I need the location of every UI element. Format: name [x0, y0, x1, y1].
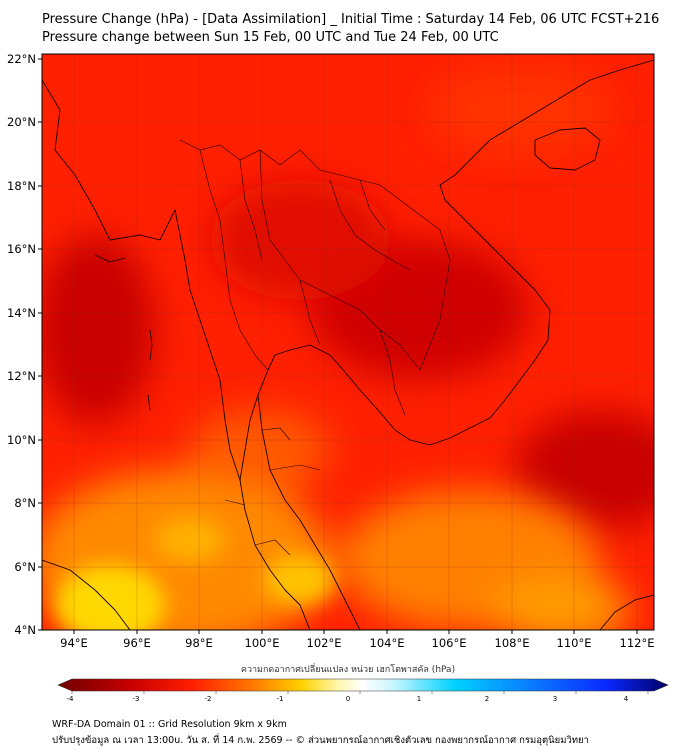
lat-tick-label: 10°N	[7, 433, 36, 447]
colorbar-ticks	[71, 691, 649, 694]
colorbar	[57, 678, 669, 692]
lon-tick-label: 94°E	[60, 636, 88, 650]
coastlines	[42, 59, 654, 630]
colorbar-label: -3	[133, 695, 140, 703]
lon-tick-label: 112°E	[620, 636, 655, 650]
colorbar-label: -2	[205, 695, 212, 703]
chart-title: Pressure Change (hPa) - [Data Assimilati…	[42, 12, 660, 27]
colorbar-label: -1	[277, 695, 284, 703]
lon-tick-label: 108°E	[495, 636, 530, 650]
country-borders	[179, 139, 451, 556]
lon-tick-label: 104°E	[370, 636, 405, 650]
lon-tick-label: 100°E	[245, 636, 280, 650]
lon-tick-label: 106°E	[432, 636, 467, 650]
lon-tick-label: 110°E	[557, 636, 592, 650]
lat-tick-label: 18°N	[7, 179, 36, 193]
colorbar-label: 4	[624, 695, 629, 703]
colorbar-title: ความกดอากาศเปลี่ยนแปลง หน่วย เฮกโตพาสคัล…	[241, 662, 455, 675]
footer-credits: ปรับปรุงข้อมูล ณ เวลา 13:00u. วัน ส. ที่…	[52, 735, 589, 746]
latitude-axis	[38, 58, 42, 631]
lat-tick-label: 6°N	[14, 560, 36, 574]
colorbar-label: -4	[67, 695, 75, 703]
colorbar-label: 0	[346, 695, 350, 703]
lat-tick-label: 8°N	[14, 496, 36, 510]
map-frame	[41, 53, 655, 631]
graticule	[42, 54, 654, 630]
lat-tick-label: 22°N	[7, 52, 36, 66]
pressure-field	[42, 54, 654, 630]
lon-tick-label: 98°E	[185, 636, 213, 650]
colorbar-label: 3	[553, 695, 557, 703]
lat-tick-label: 20°N	[7, 115, 36, 129]
lon-tick-label: 96°E	[123, 636, 151, 650]
footer-domain-info: WRF-DA Domain 01 :: Grid Resolution 9km …	[52, 719, 287, 730]
lat-tick-label: 12°N	[7, 369, 36, 383]
longitude-axis	[73, 630, 638, 634]
lat-tick-label: 16°N	[7, 242, 36, 256]
lat-tick-label: 4°N	[14, 623, 36, 637]
colorbar-label: 1	[417, 695, 421, 703]
lon-tick-label: 102°E	[307, 636, 342, 650]
colorbar-label: 2	[485, 695, 489, 703]
chart-subtitle: Pressure change between Sun 15 Feb, 00 U…	[42, 30, 499, 45]
lat-tick-label: 14°N	[7, 306, 36, 320]
